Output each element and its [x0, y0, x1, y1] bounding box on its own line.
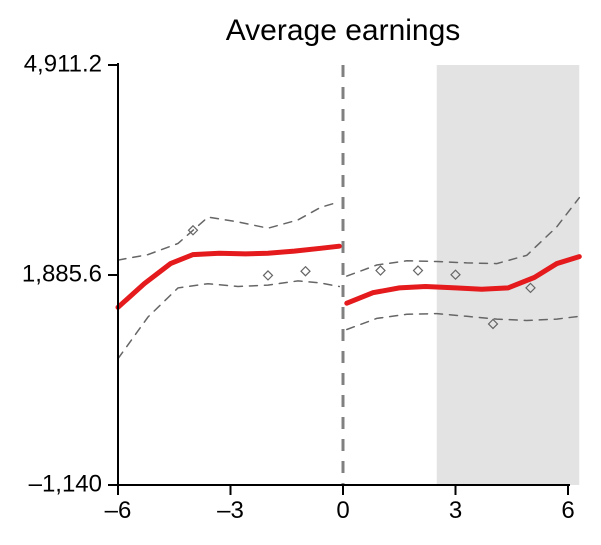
chart-title: Average earnings: [226, 14, 461, 47]
data-point: [264, 271, 273, 280]
chart-container: –1,140 1,885.6 4,911.2 –6 –3 0 3 6 Average earni…: [0, 0, 601, 545]
earnings-chart: –1,140 1,885.6 4,911.2 –6 –3 0 3 6 Average earni…: [0, 0, 601, 545]
y-tick-label: 4,911.2: [24, 50, 102, 77]
data-point: [376, 266, 385, 275]
y-tick-label: –1,140: [29, 470, 102, 497]
x-tick-label: –6: [105, 497, 132, 524]
data-point: [301, 267, 310, 276]
x-tick-label: –3: [217, 497, 244, 524]
fit-line-left: [118, 246, 339, 307]
ci-lower-line-left: [118, 281, 339, 359]
x-tick-label: 3: [449, 497, 462, 524]
x-tick-label: 0: [336, 497, 349, 524]
x-tick-label: 6: [561, 497, 574, 524]
y-tick-label: 1,885.6: [22, 260, 102, 287]
shaded-region: [437, 65, 580, 485]
data-point: [414, 266, 423, 275]
